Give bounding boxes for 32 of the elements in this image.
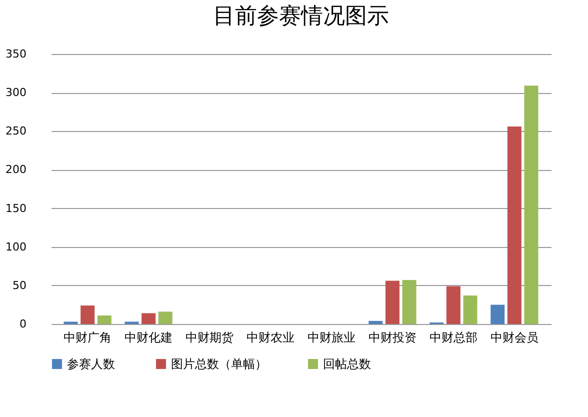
bar [507,126,522,324]
x-tick-label: 中财会员 [490,330,538,344]
bar [446,286,460,324]
bar [463,295,478,324]
x-tick-label: 中财旅业 [307,330,356,344]
x-tick-label: 中财广角 [64,330,112,344]
bar [80,305,95,324]
bar [368,320,383,324]
y-tick-label: 100 [6,240,26,254]
y-tick-label: 150 [6,202,26,215]
y-tick-label: 300 [6,86,26,100]
bar [142,313,156,324]
y-tick-label: 0 [20,318,26,330]
bar [158,312,172,324]
y-tick-label: 350 [6,48,26,60]
x-tick-label: 中财农业 [246,330,295,344]
x-tick-label: 中财投资 [368,330,416,344]
x-tick-label: 中财化建 [124,330,173,344]
bar [385,280,400,324]
y-tick-label: 200 [6,163,26,176]
x-tick-label: 中财总部 [429,330,478,344]
bar [97,316,112,324]
bar [490,304,505,324]
chart-title: 目前参赛情况图示 [213,4,389,29]
bar [402,280,416,324]
legend-label: 参赛人数 [67,357,115,371]
bar [524,86,538,324]
y-tick-label: 250 [6,124,26,138]
y-tick-label: 50 [12,278,26,292]
legend-label: 图片总数（单幅） [171,357,267,371]
legend-label: 回帖总数 [323,357,371,371]
x-tick-label: 中财期货 [186,330,234,344]
